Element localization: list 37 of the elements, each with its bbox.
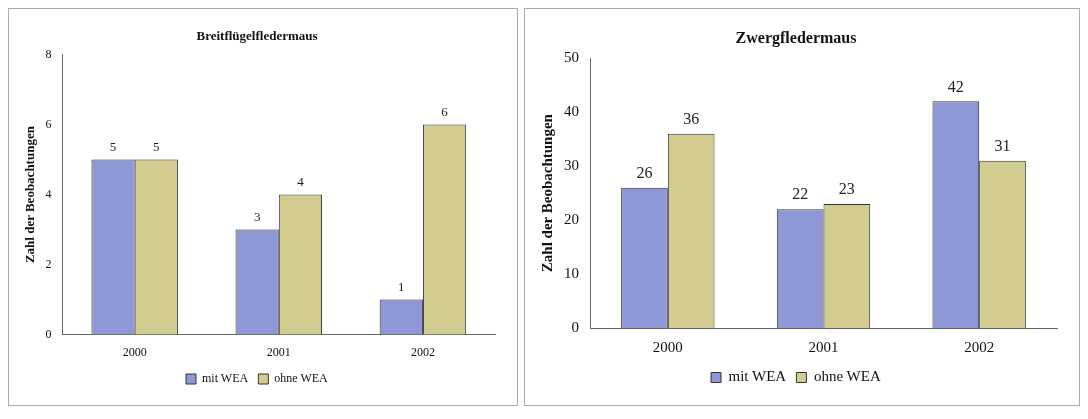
x-tick-label: 2002	[410, 344, 435, 359]
y-tick-label: 40	[564, 103, 579, 120]
data-label: 31	[994, 136, 1011, 154]
legend-label: ohne WEA	[813, 368, 881, 385]
y-tick-label: 30	[564, 157, 579, 174]
y-tick-label: 50	[564, 49, 579, 66]
data-label: 6	[441, 103, 449, 119]
x-tick-label: 2000	[122, 344, 147, 359]
y-tick-label: 8	[45, 46, 52, 61]
y-tick-label: 10	[564, 264, 579, 281]
y-tick-label: 6	[45, 116, 52, 131]
y-tick-label: 0	[571, 318, 579, 335]
y-tick-label: 20	[564, 211, 579, 228]
data-label: 22	[792, 185, 809, 203]
x-tick-label: 2001	[808, 338, 839, 355]
y-axis-title: Zahl der Beobachtungen	[22, 125, 38, 264]
data-label: 26	[636, 163, 653, 181]
x-tick-label: 2001	[266, 344, 291, 359]
data-label: 5	[109, 138, 117, 154]
legend-label: mit WEA	[728, 368, 787, 385]
x-tick-label: 2000	[652, 338, 683, 355]
y-axis-title: Zahl der Beobachtungen	[538, 113, 555, 273]
data-label: 4	[297, 173, 305, 189]
data-label: 36	[683, 109, 700, 127]
chart-title: Breitflügelfledermaus	[196, 28, 318, 44]
data-label: 3	[253, 208, 261, 224]
data-label: 5	[153, 138, 160, 154]
legend-label: mit WEA	[202, 371, 249, 386]
data-label: 1	[398, 278, 405, 294]
data-label: 23	[838, 180, 855, 198]
y-tick-label: 4	[45, 186, 52, 201]
legend-label: ohne WEA	[274, 371, 329, 386]
data-label: 42	[947, 77, 964, 95]
chart-title: Zwergfledermaus	[735, 28, 857, 47]
y-tick-label: 2	[45, 256, 52, 271]
x-tick-label: 2002	[964, 338, 995, 355]
y-tick-label: 0	[45, 326, 52, 341]
